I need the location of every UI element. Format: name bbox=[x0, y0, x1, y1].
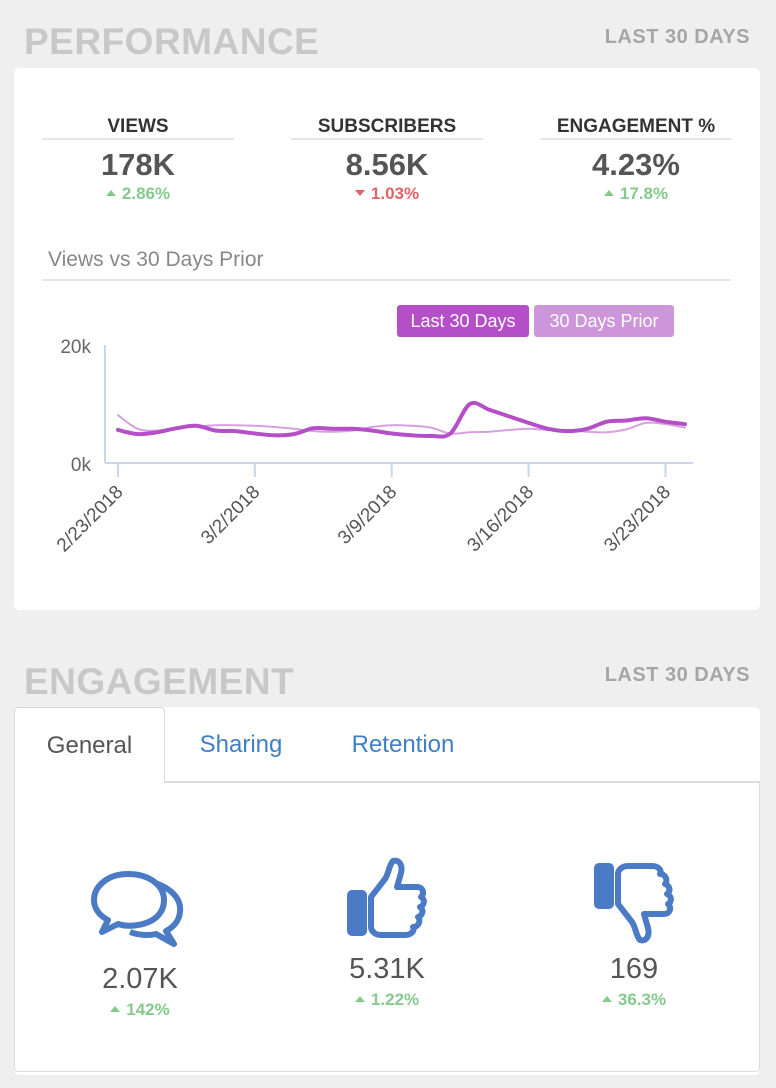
kpi-label: SUBSCRIBERS bbox=[291, 113, 483, 140]
legend-30-days-prior[interactable]: 30 Days Prior bbox=[534, 305, 674, 337]
comments-value: 2.07K bbox=[102, 963, 178, 995]
dislikes-change: 36.3% bbox=[554, 990, 714, 1010]
performance-title: PERFORMANCE bbox=[24, 21, 320, 62]
kpi-change: 17.8% bbox=[540, 184, 732, 204]
kpi-change: 1.03% bbox=[291, 184, 483, 204]
kpi-engagement: ENGAGEMENT % 4.23% 17.8% bbox=[540, 113, 732, 204]
kpi-value: 8.56K bbox=[345, 147, 429, 182]
performance-range: LAST 30 DAYS bbox=[604, 26, 750, 48]
kpi-label: ENGAGEMENT % bbox=[540, 113, 732, 140]
comments-icon bbox=[91, 871, 184, 947]
thumbs-down-icon bbox=[594, 863, 674, 944]
kpi-subscribers: SUBSCRIBERS 8.56K 1.03% bbox=[291, 113, 483, 204]
tab-sharing[interactable]: Sharing bbox=[199, 731, 283, 758]
likes-value: 5.31K bbox=[349, 953, 425, 985]
kpi-views: VIEWS 178K 2.86% bbox=[42, 113, 234, 204]
dislikes-value: 169 bbox=[609, 953, 659, 985]
engagement-title: ENGAGEMENT bbox=[24, 661, 295, 702]
tab-panel bbox=[14, 782, 760, 1072]
arrow-down-icon bbox=[354, 189, 365, 196]
tab-general[interactable]: General bbox=[14, 707, 165, 783]
engagement-tabs: General Sharing Retention bbox=[14, 707, 760, 783]
arrow-up-icon bbox=[110, 1005, 121, 1012]
kpi-change: 2.86% bbox=[42, 184, 234, 204]
engagement-likes: 5.31K 1.22% bbox=[307, 953, 467, 1010]
engagement-header: ENGAGEMENT LAST 30 DAYS bbox=[0, 658, 776, 708]
performance-card bbox=[14, 68, 760, 610]
tab-strip-divider bbox=[164, 781, 760, 783]
kpi-value: 4.23% bbox=[592, 147, 680, 182]
legend-last-30-days[interactable]: Last 30 Days bbox=[397, 305, 529, 337]
arrow-up-icon bbox=[603, 189, 614, 196]
arrow-up-icon bbox=[354, 995, 365, 1002]
likes-change: 1.22% bbox=[307, 990, 467, 1010]
engagement-dislikes: 169 36.3% bbox=[554, 953, 714, 1010]
engagement-comments: 2.07K 142% bbox=[60, 963, 220, 1020]
kpi-value: 178K bbox=[100, 147, 176, 182]
engagement-range: LAST 30 DAYS bbox=[604, 664, 750, 686]
comments-change: 142% bbox=[60, 1000, 220, 1020]
chart-title-divider bbox=[42, 279, 731, 281]
arrow-up-icon bbox=[601, 995, 612, 1002]
tab-retention[interactable]: Retention bbox=[351, 731, 455, 758]
arrow-up-icon bbox=[105, 189, 116, 196]
chart-title: Views vs 30 Days Prior bbox=[48, 248, 264, 271]
kpi-label: VIEWS bbox=[42, 113, 234, 140]
performance-header: PERFORMANCE LAST 30 DAYS bbox=[0, 18, 776, 68]
chart-legend: Last 30 Days 30 Days Prior bbox=[0, 305, 776, 337]
thumbs-up-icon bbox=[347, 857, 427, 938]
